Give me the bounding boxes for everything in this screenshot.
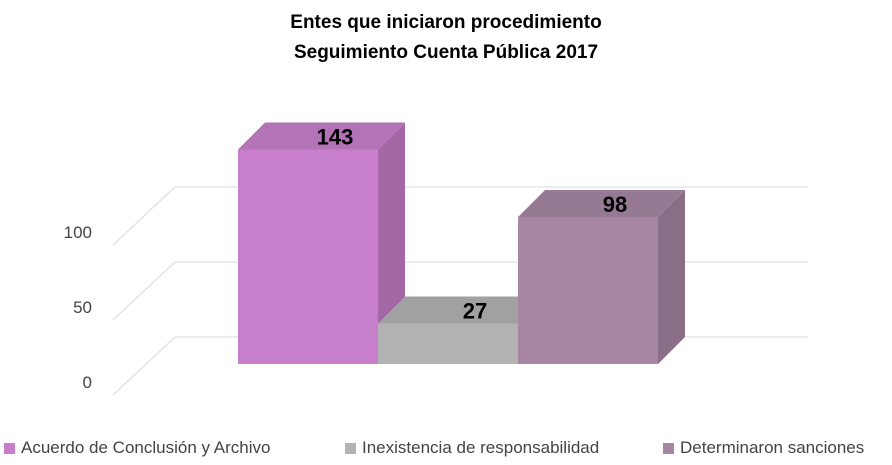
gridline-diagonal-100 (112, 186, 176, 246)
legend-item-inexistencia: Inexistencia de responsabilidad (345, 438, 599, 458)
legend-swatch-inexistencia (345, 442, 356, 454)
legend-swatch-acuerdo (4, 442, 15, 454)
legend-item-acuerdo: Acuerdo de Conclusión y Archivo (4, 438, 270, 458)
bar-acuerdo (238, 149, 378, 364)
bar-sanciones (518, 217, 658, 364)
bar-top-inexistencia (378, 296, 545, 324)
bar-top-acuerdo (238, 122, 405, 150)
gridline-diagonal-0 (112, 336, 176, 396)
y-tick-label-0: 0 (83, 373, 92, 392)
bar-top-sanciones (518, 190, 685, 217)
chart-subtitle: Seguimiento Cuenta Pública 2017 (293, 42, 599, 63)
data-label-acuerdo: 143 (317, 125, 354, 150)
legend-label-sanciones: Determinaron sanciones (680, 438, 865, 457)
bar-inexistencia (378, 323, 518, 364)
bar-chart: 0 50 100 143 27 98 (64, 122, 808, 396)
chart-title: Entes que iniciaron procedimiento Seguim… (0, 8, 892, 68)
legend-label-inexistencia: Inexistencia de responsabilidad (362, 438, 600, 457)
legend-swatch-sanciones (663, 442, 674, 454)
bar-side-sanciones (658, 190, 685, 364)
y-tick-label-50: 50 (73, 298, 92, 317)
chart-legend: Acuerdo de Conclusión y Archivo Inexiste… (0, 438, 892, 462)
y-tick-label-100: 100 (64, 223, 92, 242)
data-label-sanciones: 98 (603, 192, 627, 217)
chart-title-line1: Entes que iniciaron procedimiento (290, 12, 602, 33)
legend-label-acuerdo: Acuerdo de Conclusión y Archivo (21, 438, 271, 457)
gridline-diagonal-50 (112, 261, 176, 321)
legend-item-sanciones: Determinaron sanciones (663, 438, 864, 458)
data-label-inexistencia: 27 (463, 299, 487, 324)
